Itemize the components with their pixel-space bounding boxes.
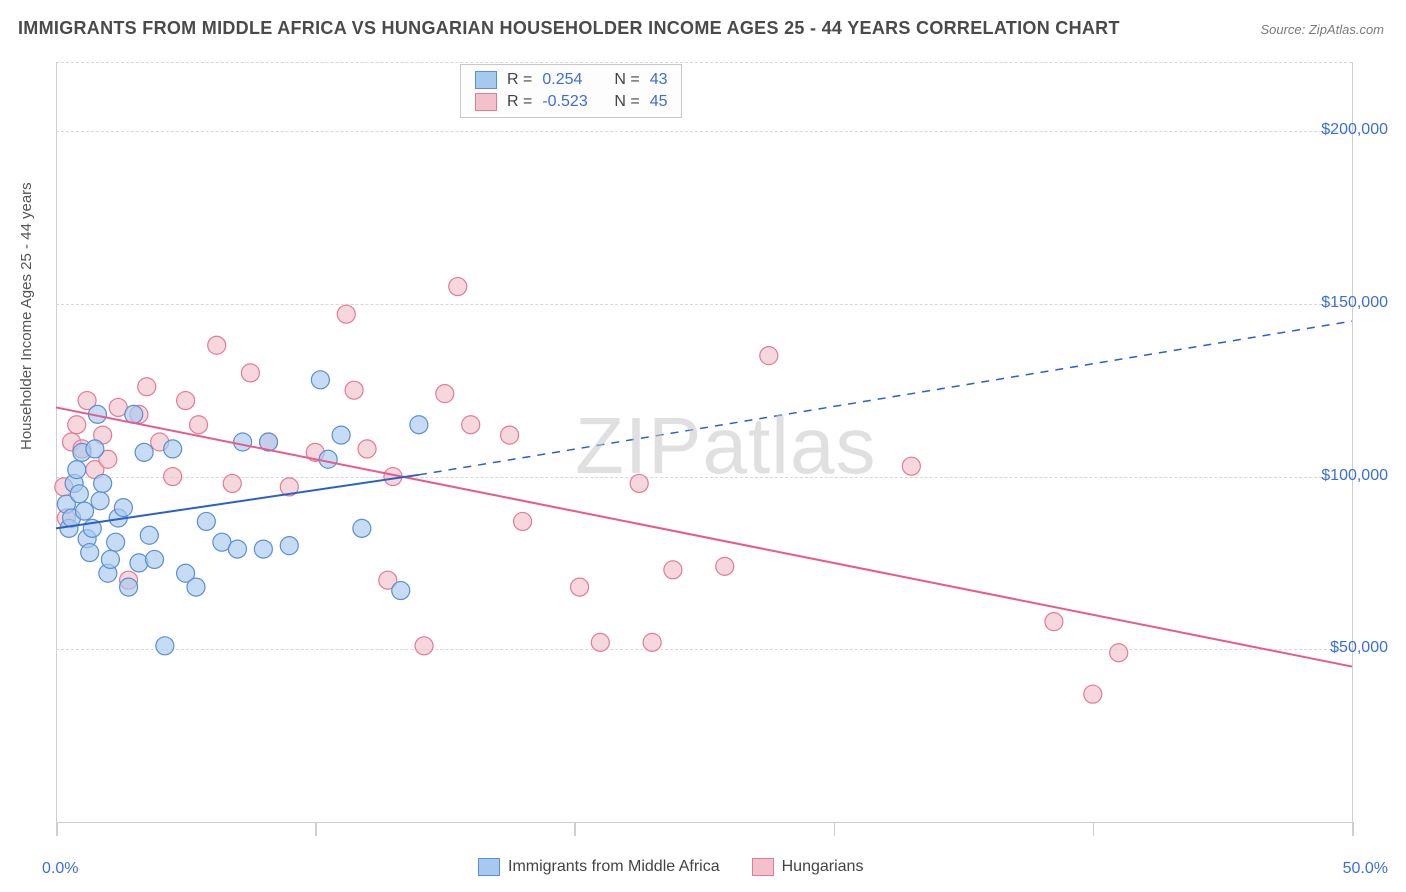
data-point — [177, 392, 195, 410]
data-point — [358, 440, 376, 458]
data-point — [68, 461, 86, 479]
data-point — [1084, 685, 1102, 703]
data-point — [81, 544, 99, 562]
data-point — [107, 533, 125, 551]
data-point — [319, 450, 337, 468]
data-point — [140, 526, 158, 544]
data-point — [332, 426, 350, 444]
legend-item-1: Immigrants from Middle Africa — [478, 858, 720, 876]
r-value-2: -0.523 — [542, 93, 604, 111]
data-point — [353, 519, 371, 537]
data-point — [630, 474, 648, 492]
data-point — [337, 305, 355, 323]
data-point — [1110, 644, 1128, 662]
data-point — [114, 499, 132, 517]
data-point — [145, 550, 163, 568]
legend-swatch-pink — [752, 858, 774, 876]
correlation-row-1: R = 0.254 N = 43 — [475, 69, 667, 91]
series-hungarians — [55, 278, 1128, 704]
trend-line — [419, 321, 1352, 475]
r-label: R = — [507, 93, 532, 111]
legend-swatch-blue — [475, 71, 497, 89]
data-point — [392, 582, 410, 600]
data-point — [208, 336, 226, 354]
x-axis-label-right: 50.0% — [1343, 860, 1388, 878]
data-point — [410, 416, 428, 434]
n-value-1: 43 — [650, 71, 668, 89]
data-point — [760, 347, 778, 365]
data-point — [234, 433, 252, 451]
data-point — [436, 385, 454, 403]
data-point — [716, 557, 734, 575]
series-legend: Immigrants from Middle Africa Hungarians — [478, 858, 863, 876]
data-point — [902, 457, 920, 475]
legend-swatch-blue — [478, 858, 500, 876]
data-point — [311, 371, 329, 389]
data-point — [120, 578, 138, 596]
trend-line — [56, 407, 1352, 666]
data-point — [70, 485, 88, 503]
data-point — [197, 512, 215, 530]
data-point — [164, 440, 182, 458]
data-point — [94, 474, 112, 492]
x-axis-label-left: 0.0% — [42, 860, 78, 878]
x-axis-line — [56, 822, 1352, 823]
data-point — [280, 537, 298, 555]
legend-item-label: Immigrants from Middle Africa — [508, 858, 720, 876]
x-tick — [834, 822, 836, 836]
data-point — [223, 474, 241, 492]
data-point — [68, 416, 86, 434]
y-axis-label: Householder Income Ages 25 - 44 years — [18, 182, 35, 450]
data-point — [415, 637, 433, 655]
x-tick — [56, 822, 58, 836]
data-point — [164, 468, 182, 486]
data-point — [571, 578, 589, 596]
data-point — [190, 416, 208, 434]
r-value-1: 0.254 — [542, 71, 604, 89]
data-point — [101, 550, 119, 568]
data-point — [501, 426, 519, 444]
data-point — [241, 364, 259, 382]
n-label: N = — [614, 71, 639, 89]
data-point — [138, 378, 156, 396]
n-value-2: 45 — [650, 93, 668, 111]
data-point — [254, 540, 272, 558]
data-point — [462, 416, 480, 434]
data-point — [345, 381, 363, 399]
legend-swatch-pink — [475, 93, 497, 111]
data-point — [591, 633, 609, 651]
data-point — [449, 278, 467, 296]
legend-item-2: Hungarians — [752, 858, 864, 876]
source-attribution: Source: ZipAtlas.com — [1260, 22, 1384, 37]
data-point — [86, 440, 104, 458]
data-point — [76, 502, 94, 520]
data-point — [187, 578, 205, 596]
scatter-plot — [56, 62, 1352, 822]
y-axis-line-right — [1352, 62, 1353, 822]
legend-item-label: Hungarians — [782, 858, 864, 876]
chart-title: IMMIGRANTS FROM MIDDLE AFRICA VS HUNGARI… — [18, 18, 1120, 39]
data-point — [91, 492, 109, 510]
r-label: R = — [507, 71, 532, 89]
data-point — [643, 633, 661, 651]
data-point — [514, 512, 532, 530]
data-point — [664, 561, 682, 579]
x-tick — [315, 822, 317, 836]
data-point — [125, 405, 143, 423]
data-point — [156, 637, 174, 655]
x-tick — [1093, 822, 1095, 836]
x-tick — [1352, 822, 1354, 836]
correlation-legend: R = 0.254 N = 43 R = -0.523 N = 45 — [460, 64, 682, 118]
data-point — [1045, 613, 1063, 631]
data-point — [135, 443, 153, 461]
data-point — [228, 540, 246, 558]
correlation-row-2: R = -0.523 N = 45 — [475, 91, 667, 113]
x-tick — [574, 822, 576, 836]
n-label: N = — [614, 93, 639, 111]
data-point — [130, 554, 148, 572]
